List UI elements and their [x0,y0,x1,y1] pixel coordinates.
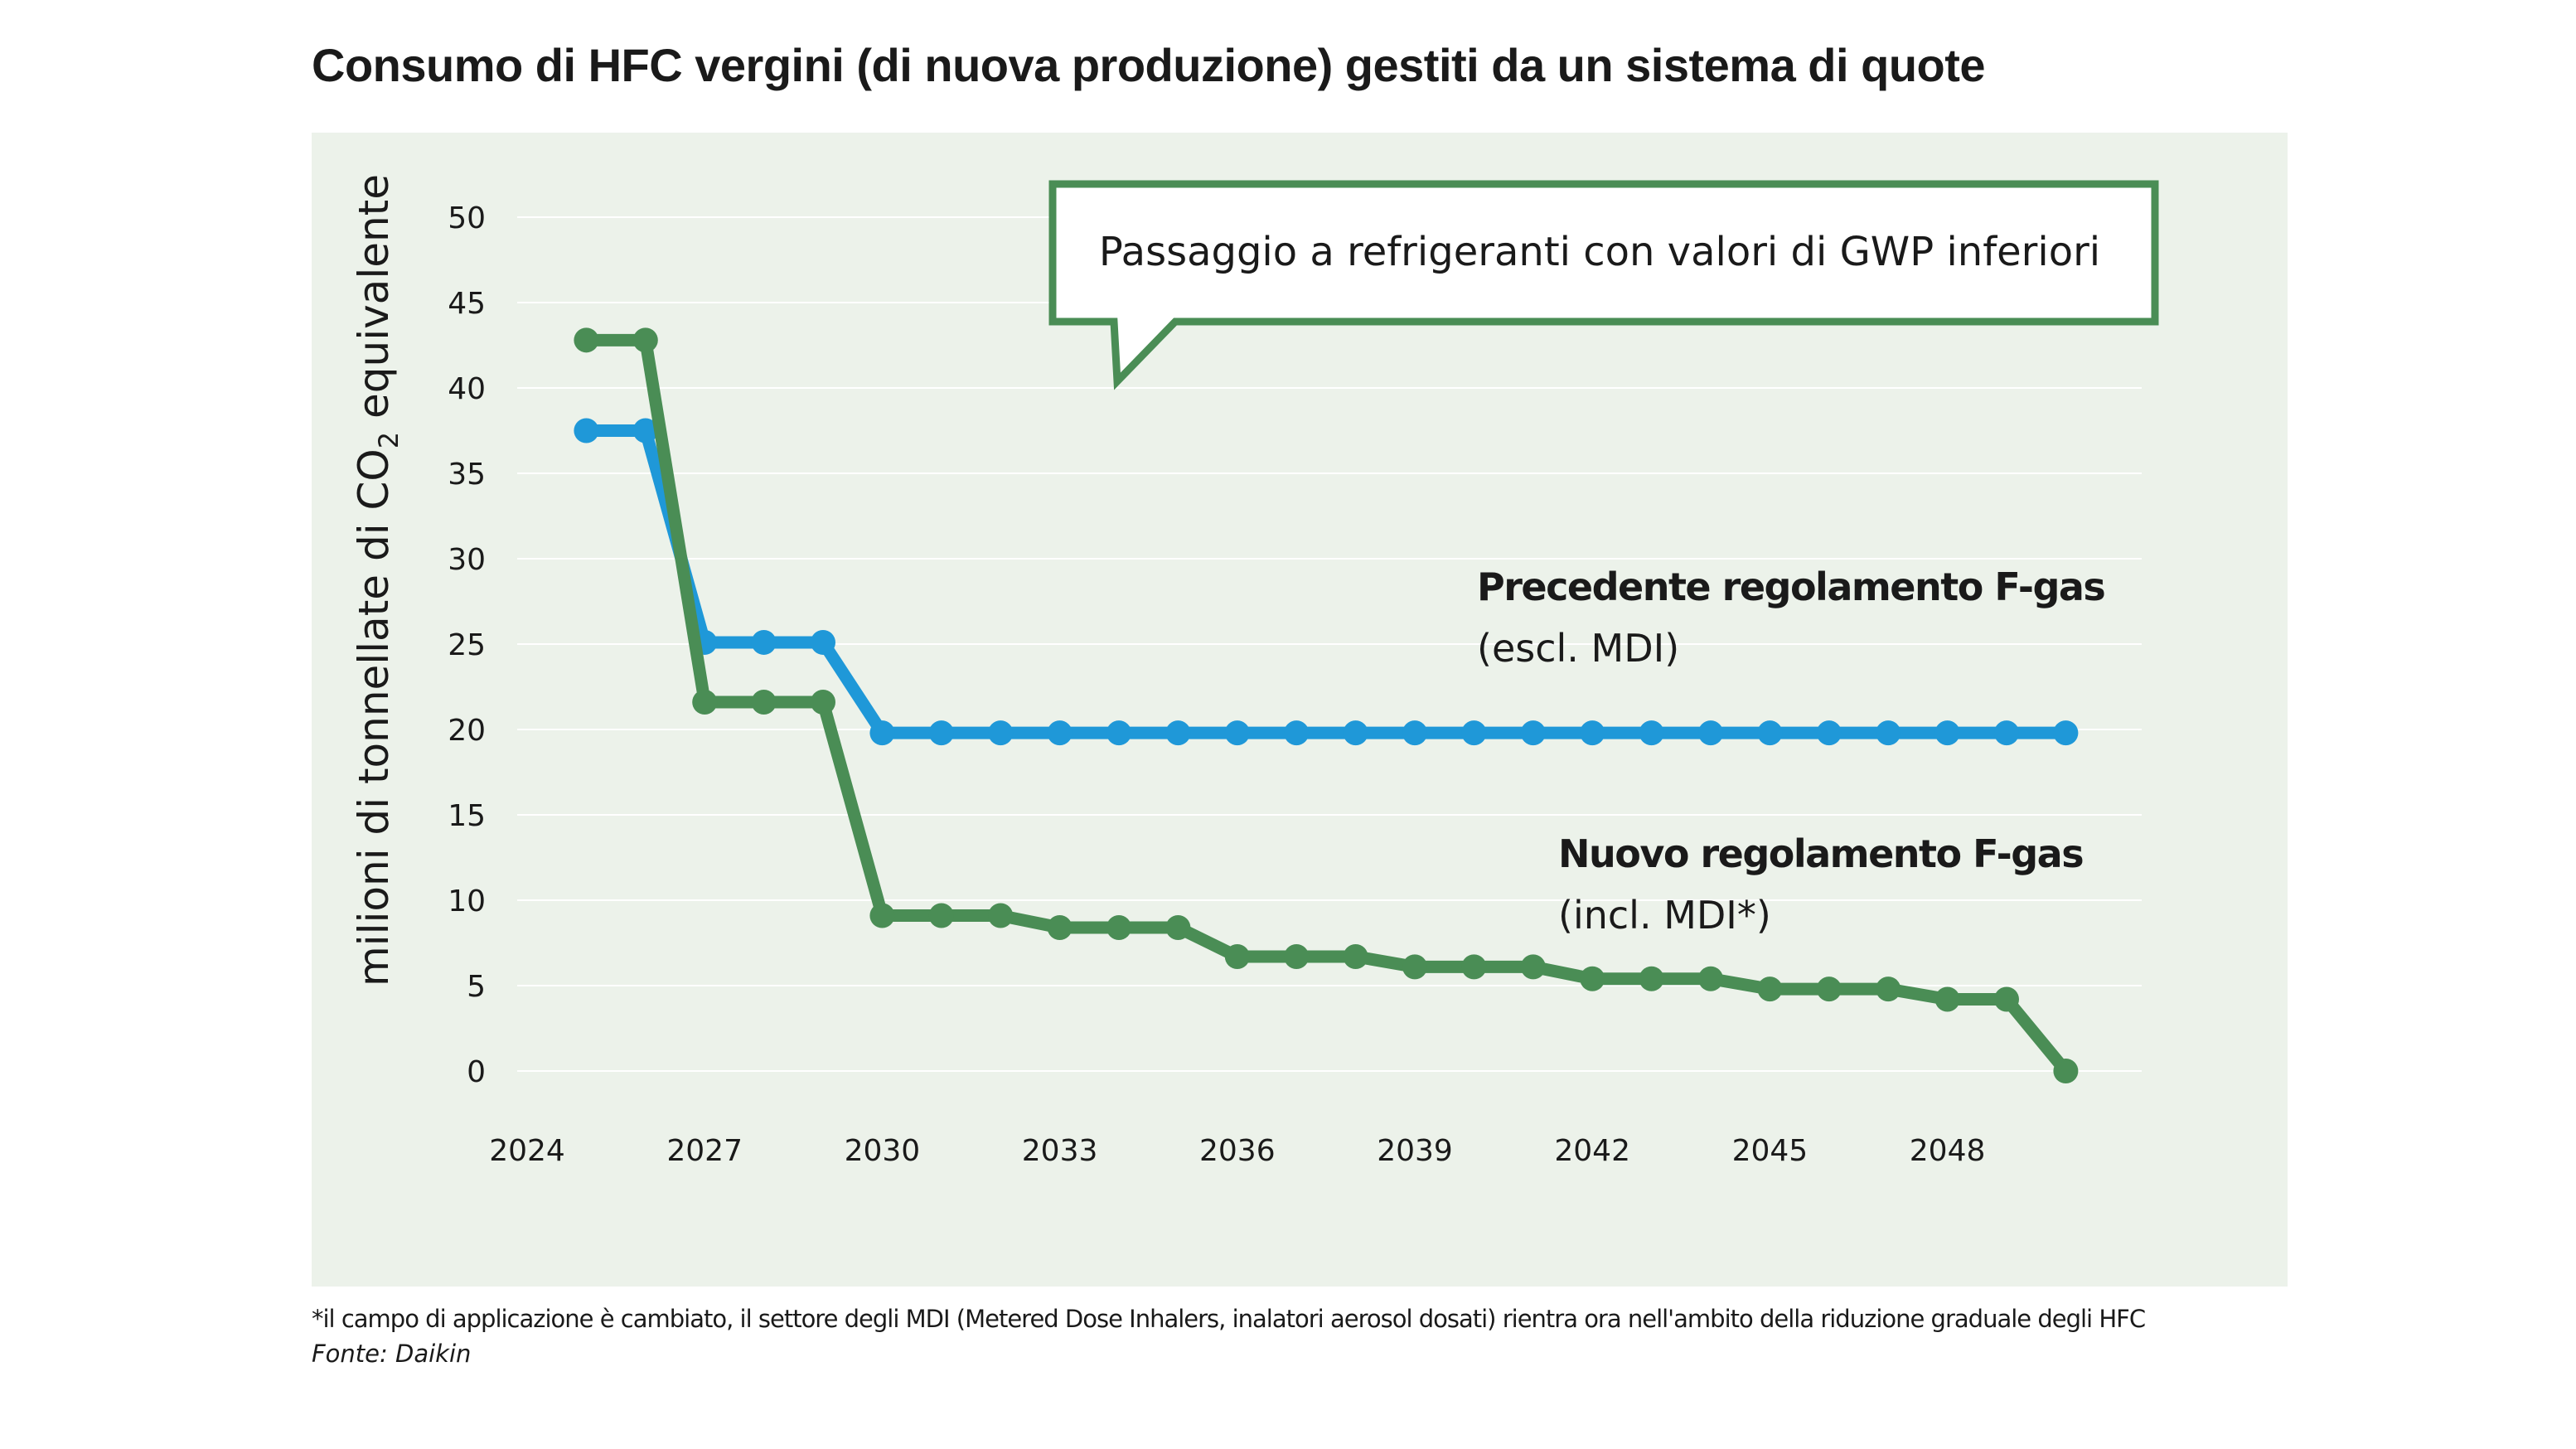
data-point [811,629,835,655]
data-point [1994,720,2019,746]
data-point [988,720,1014,746]
data-point [1639,966,1664,991]
data-point [1698,720,1723,746]
data-point [1402,954,1427,980]
x-tick-label: 2042 [1554,1134,1630,1168]
chart-title: Consumo di HFC vergini (di nuova produzi… [312,39,1986,91]
data-point [1343,943,1368,969]
data-point [1934,720,1960,746]
y-tick-label: 25 [448,628,486,662]
data-point [751,690,777,715]
y-axis-label: milioni di tonnellate di CO2 equivalente [350,174,404,986]
series-old-regulation [574,418,2079,746]
data-point [574,418,599,443]
data-point [988,903,1014,928]
plot-area: 0 5 10 15 20 25 30 35 40 45 50 2024 2027 2030 2033 203… [312,133,2288,1287]
callout-text: Passaggio a refrigeranti con valori di G… [1099,229,2100,275]
data-point [928,720,954,746]
y-tick-label: 10 [448,884,486,918]
y-tick-label: 0 [467,1055,486,1089]
x-tick-label: 2045 [1732,1134,1809,1168]
series-note-new: (incl. MDI*) [1558,893,1771,938]
data-point [1461,954,1487,980]
data-point [811,690,835,715]
data-point [1047,720,1073,746]
x-tick-label: 2033 [1022,1134,1098,1168]
callout: Passaggio a refrigeranti con valori di G… [1048,180,2159,390]
x-tick-label: 2036 [1199,1134,1276,1168]
data-point [1402,720,1427,746]
data-point [869,903,895,928]
series-line [586,333,2071,1075]
data-point [1816,976,1842,1002]
x-tick-label: 2039 [1377,1134,1453,1168]
x-tick-label: 2027 [666,1134,743,1168]
data-point [928,903,954,928]
y-tick-label: 30 [448,543,486,577]
data-point [1757,976,1783,1002]
y-tick-label: 35 [448,458,486,492]
data-point [751,629,777,655]
data-point [1106,720,1131,746]
y-tick-label: 50 [448,201,486,235]
legend-old: Precedente regolamento F-gas (escl. MDI) [1477,565,2106,671]
data-point [1224,943,1250,969]
x-tick-label: 2024 [489,1134,565,1168]
data-point [1639,720,1664,746]
data-point [1994,986,2019,1012]
data-point [1284,720,1310,746]
x-tick-label: 2030 [845,1134,921,1168]
data-point [1343,720,1368,746]
x-axis-ticks: 2024 2027 2030 2033 2036 2039 2042 2045 2048 [489,1134,1985,1168]
data-point [692,690,718,715]
y-tick-label: 5 [467,970,486,1004]
data-point [1047,914,1073,940]
legend-new: Nuovo regolamento F-gas (incl. MDI*) [1558,831,2085,938]
data-point [1816,720,1842,746]
data-point [1876,976,1901,1002]
series [574,327,2079,1083]
line-chart: 0 5 10 15 20 25 30 35 40 45 50 2024 2027 2030 2033 203… [350,174,2159,1168]
data-point [1165,914,1191,940]
data-point [1698,966,1723,991]
data-point [2053,1059,2079,1083]
data-point [1224,720,1250,746]
source-credit: Fonte: Daikin [312,1340,472,1368]
y-axis-ticks: 0 5 10 15 20 25 30 35 40 45 50 [448,201,486,1089]
data-point [1520,954,1546,980]
data-point [1580,720,1605,746]
data-point [1934,986,1960,1012]
series-label-old: Precedente regolamento F-gas [1477,565,2104,609]
series-note-old: (escl. MDI) [1477,626,1679,671]
y-tick-label: 45 [448,287,486,321]
data-point [1165,720,1191,746]
y-tick-label: 40 [448,372,486,406]
data-point [1876,720,1901,746]
data-point [2053,720,2079,746]
x-tick-label: 2048 [1910,1134,1986,1168]
y-tick-label: 15 [448,799,486,833]
y-tick-label: 20 [448,714,486,748]
data-point [1284,943,1310,969]
data-point [1580,966,1605,991]
data-point [632,327,658,353]
series-new-regulation [574,327,2079,1083]
callout-box [1048,180,2159,390]
footnote: *il campo di applicazione è cambiato, il… [312,1305,2146,1333]
data-point [574,327,599,353]
data-point [632,418,658,443]
data-point [1520,720,1546,746]
data-point [1757,720,1783,746]
data-point [1106,914,1131,940]
data-point [1461,720,1487,746]
series-label-new: Nuovo regolamento F-gas [1558,831,2083,876]
data-point [869,720,895,746]
